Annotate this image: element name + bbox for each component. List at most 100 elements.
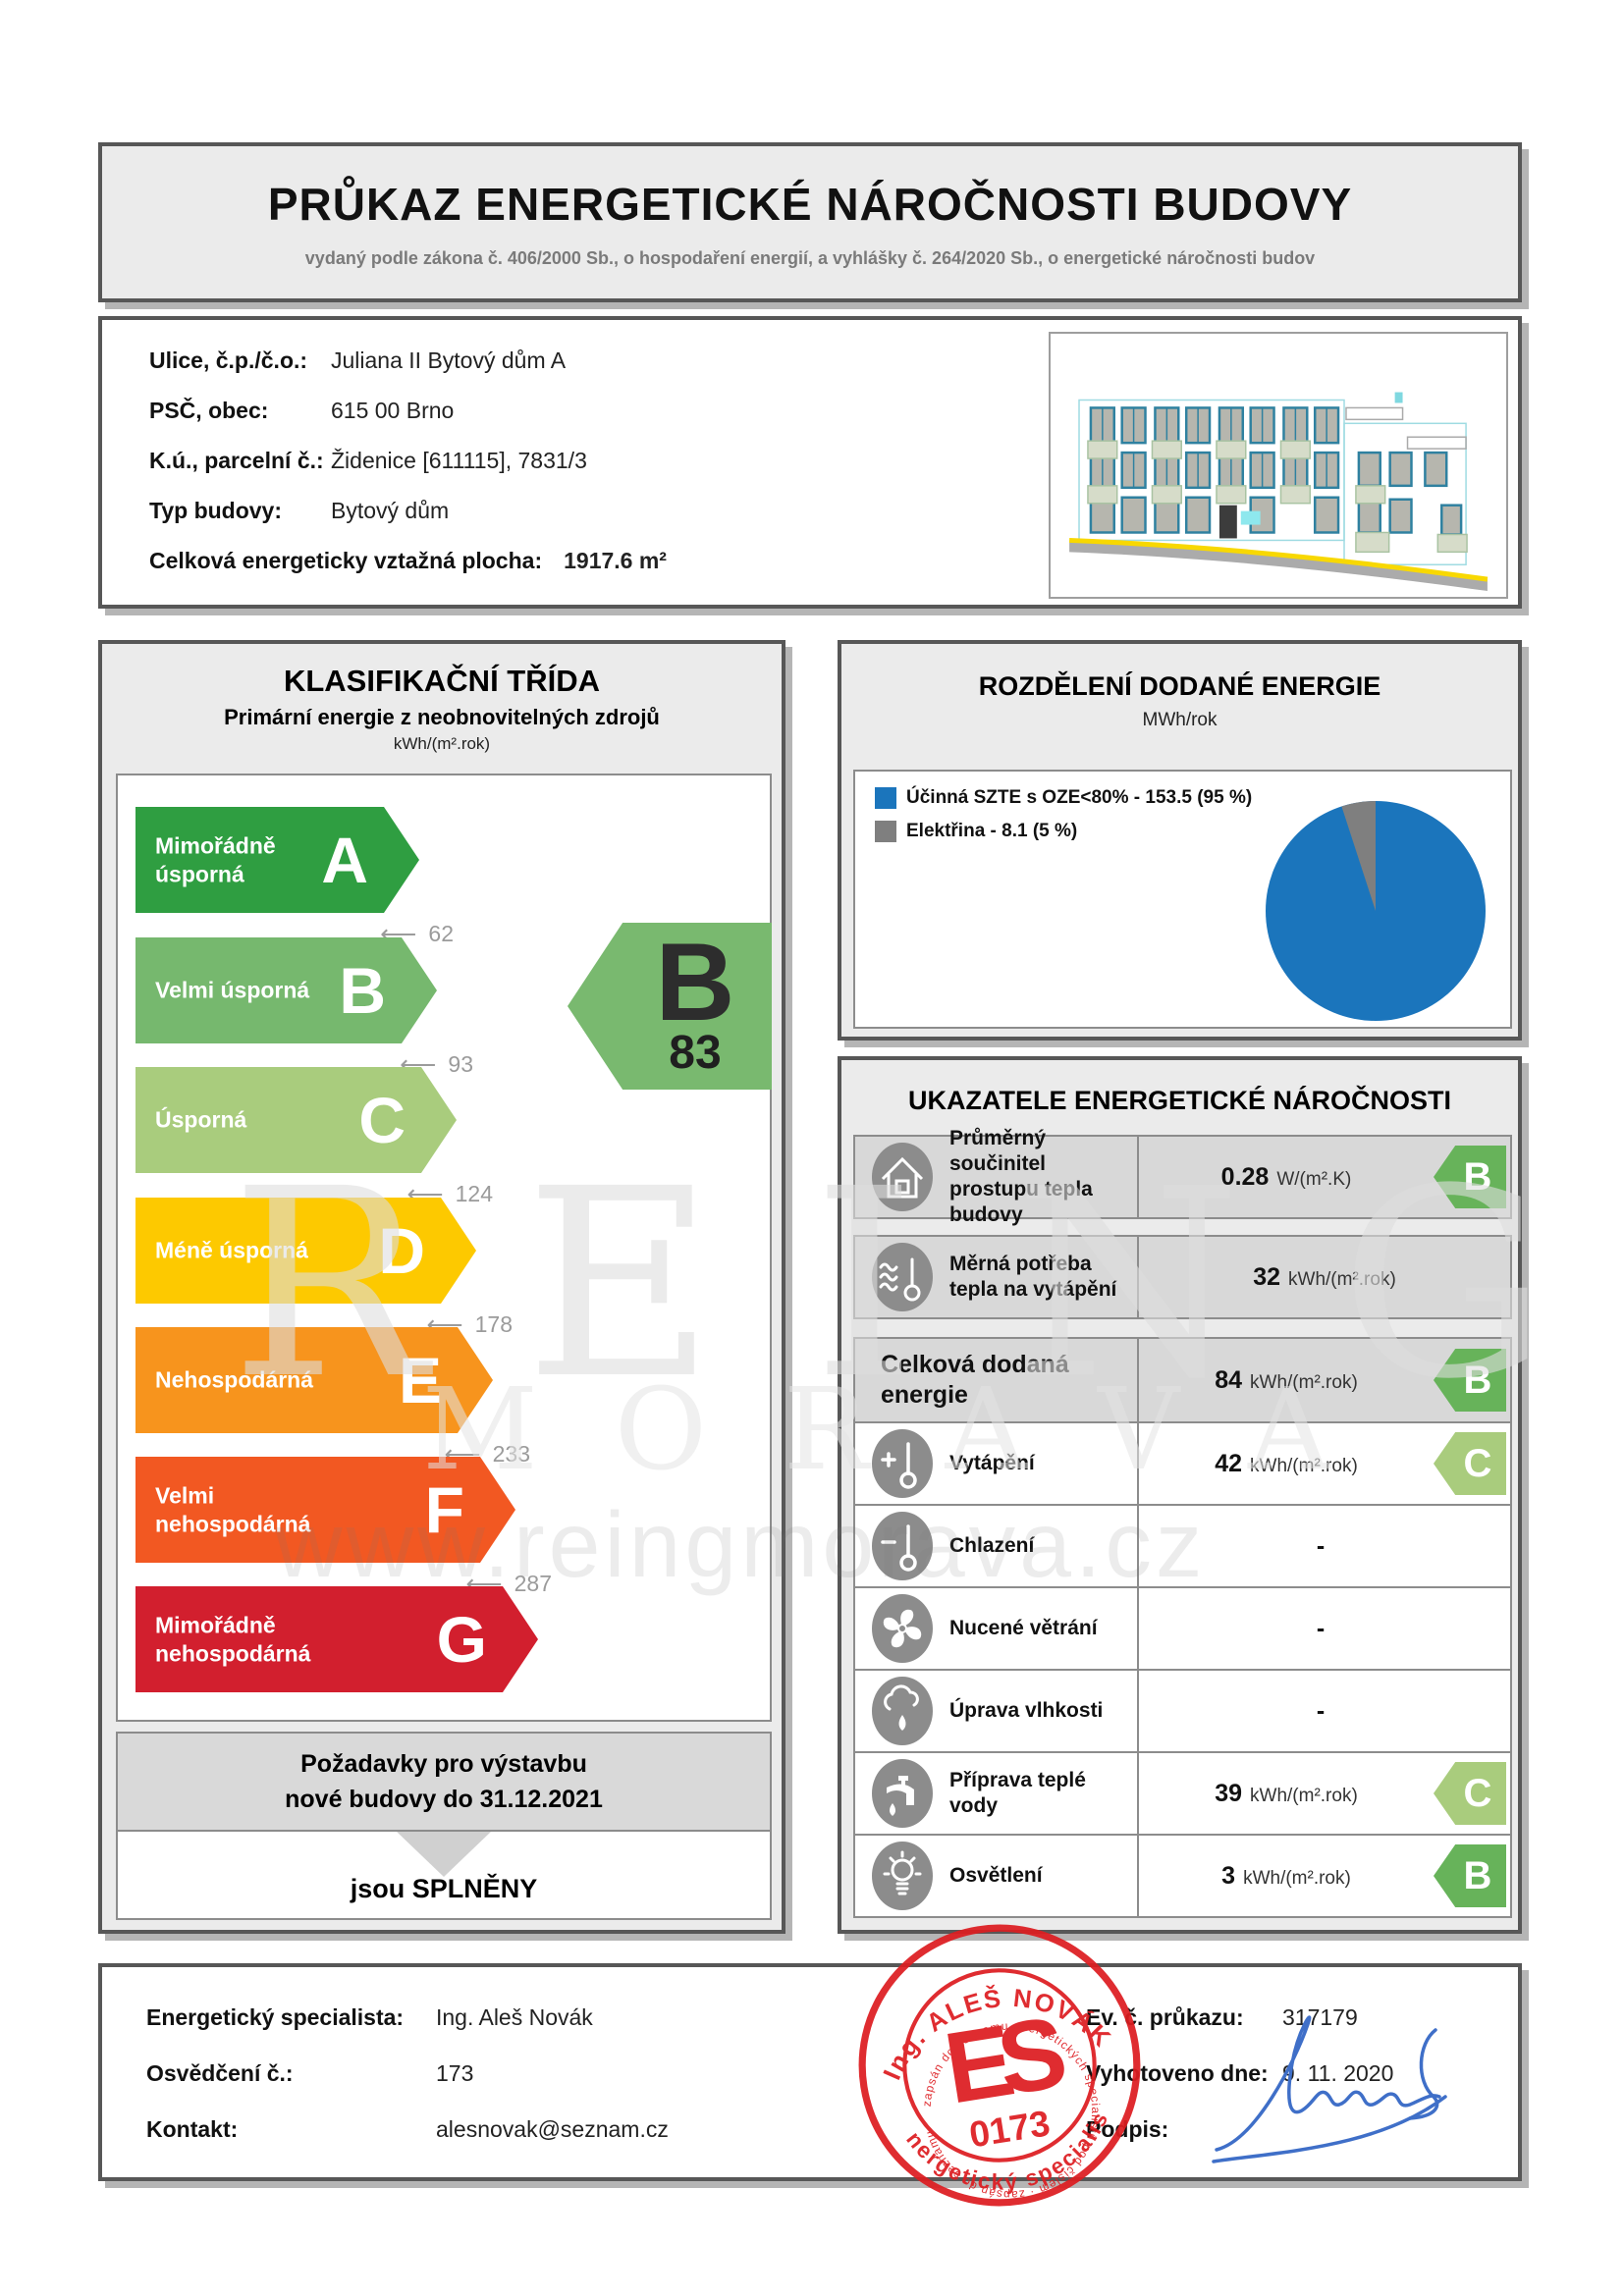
indicator-label: Průměrný součinitel prostupu tepla budov… bbox=[949, 1126, 1093, 1227]
pie-chart bbox=[1266, 801, 1486, 1021]
threshold-value: 93 bbox=[448, 1050, 473, 1077]
threshold-value: 287 bbox=[514, 1570, 552, 1596]
band-B: Velmi úsporná B bbox=[135, 937, 437, 1043]
band-E: Nehospodárná E bbox=[135, 1327, 493, 1433]
field-value: Ing. Aleš Novák bbox=[436, 2004, 593, 2030]
indicator-row-humidity: Úprava vlhkosti - bbox=[855, 1669, 1510, 1751]
building-info-panel: Ulice, č.p./č.o.: Juliana II Bytový dům … bbox=[98, 316, 1522, 609]
fan-icon bbox=[872, 1594, 933, 1663]
threshold-value: 233 bbox=[492, 1440, 530, 1467]
indicator-label: Příprava teplé vody bbox=[949, 1768, 1086, 1817]
indicator-value: 3 kWh/(m².rok) bbox=[1221, 1861, 1351, 1890]
field-value: Juliana II Bytový dům A bbox=[331, 347, 567, 373]
indicator-row-cooling: Chlazení - bbox=[855, 1504, 1510, 1586]
page-subtitle: vydaný podle zákona č. 406/2000 Sb., o h… bbox=[304, 248, 1316, 268]
signature-image bbox=[1212, 2015, 1447, 2163]
field-label: Typ budovy: bbox=[149, 498, 283, 523]
band-letter: G bbox=[436, 1603, 487, 1676]
legend-item-szte: Účinná SZTE s OZE<80% - 153.5 (95 %) bbox=[875, 787, 1252, 809]
band-label: Mimořádně nehospodárná bbox=[155, 1612, 311, 1666]
threshold-value: 124 bbox=[455, 1180, 493, 1206]
page-title: PRŮKAZ ENERGETICKÉ NÁROČNOSTI BUDOVY bbox=[267, 179, 1353, 230]
indicator-value: 42 kWh/(m².rok) bbox=[1215, 1449, 1358, 1477]
indicator-row-heat-transfer: Průměrný součinitel prostupu tepla budov… bbox=[853, 1127, 1512, 1226]
indicator-label: Celková dodaná energie bbox=[881, 1350, 1069, 1409]
class-badge: B bbox=[1434, 1349, 1506, 1412]
band-label: Úsporná bbox=[155, 1106, 247, 1133]
indicator-label: Úprava vlhkosti bbox=[949, 1698, 1104, 1722]
requirements-line2: nové budovy do 31.12.2021 bbox=[285, 1786, 603, 1813]
field-value: 173 bbox=[436, 2060, 474, 2086]
band-letter: A bbox=[321, 824, 368, 896]
info-row-street: Ulice, č.p./č.o.: Juliana II Bytový dům … bbox=[149, 347, 1033, 374]
field-label: Celková energeticky vztažná plocha: bbox=[149, 548, 543, 573]
field-value: Bytový dům bbox=[331, 498, 450, 523]
classification-panel: KLASIFIKAČNÍ TŘÍDA Primární energie z ne… bbox=[98, 640, 785, 1934]
legend-label: Elektřina - 8.1 (5 %) bbox=[906, 821, 1078, 841]
info-row-type: Typ budovy: Bytový dům bbox=[149, 498, 1033, 524]
lighting-icon bbox=[872, 1842, 933, 1910]
indicator-value: 84 kWh/(m².rok) bbox=[1215, 1365, 1358, 1394]
band-label: Méně úsporná bbox=[155, 1237, 308, 1263]
band-label: Nehospodárná bbox=[155, 1366, 314, 1393]
band-C: Úsporná C bbox=[135, 1067, 457, 1173]
threshold-value: 62 bbox=[428, 920, 454, 946]
field-label: Kontakt: bbox=[146, 2116, 239, 2142]
specialist-stamp: Ing. ALEŠ NOVÁK energetický specialista … bbox=[826, 1888, 1164, 2229]
band-D: Méně úsporná D bbox=[135, 1198, 476, 1304]
footer-panel: Energetický specialista: Ing. Aleš Novák… bbox=[98, 1963, 1522, 2181]
rating-marker-arrow: B 83 bbox=[568, 923, 772, 1090]
pie-legend: Účinná SZTE s OZE<80% - 153.5 (95 %) Ele… bbox=[875, 787, 1252, 854]
legend-swatch-gray bbox=[875, 821, 896, 842]
energy-split-unit: MWh/rok bbox=[1142, 710, 1218, 730]
band-label: Velmi nehospodárná bbox=[155, 1482, 311, 1536]
field-value: 615 00 Brno bbox=[331, 398, 455, 423]
indicator-label: Vytápění bbox=[949, 1451, 1035, 1474]
classification-unit: kWh/(m².rok) bbox=[393, 734, 491, 753]
footer-row-certificate: Osvědčení č.: 173 bbox=[146, 2060, 473, 2087]
field-label: PSČ, obec: bbox=[149, 398, 269, 423]
classification-scale: Mimořádně úsporná A ⟵ 62 Velmi úsporná B… bbox=[116, 774, 772, 1722]
band-G: Mimořádně nehospodárná G bbox=[135, 1586, 538, 1692]
field-value: 9. 11. 2020 bbox=[1282, 2060, 1394, 2086]
requirements-result-box: jsou SPLNĚNY bbox=[116, 1832, 772, 1920]
classification-subtitle: Primární energie z neobnovitelných zdroj… bbox=[224, 705, 660, 729]
energy-split-panel: ROZDĚLENÍ DODANÉ ENERGIE MWh/rok Účinná … bbox=[838, 640, 1522, 1041]
rating-letter: B bbox=[655, 921, 735, 1044]
field-label: Energetický specialista: bbox=[146, 2004, 405, 2030]
legend-swatch-blue bbox=[875, 787, 896, 809]
indicator-label: Měrná potřeba tepla na vytápění bbox=[949, 1252, 1117, 1301]
humidity-icon bbox=[872, 1677, 933, 1745]
field-value: alesnovak@seznam.cz bbox=[436, 2116, 669, 2142]
band-A: Mimořádně úsporná A bbox=[135, 807, 419, 913]
threshold-value: 178 bbox=[474, 1310, 513, 1337]
title-panel: PRŮKAZ ENERGETICKÉ NÁROČNOSTI BUDOVY vyd… bbox=[98, 142, 1522, 302]
band-label: Mimořádně úsporná bbox=[155, 832, 276, 886]
indicator-label: Nucené větrání bbox=[949, 1616, 1098, 1639]
indicator-row-ventilation: Nucené větrání - bbox=[855, 1586, 1510, 1669]
band-letter: B bbox=[339, 954, 386, 1027]
footer-row-contact: Kontakt: alesnovak@seznam.cz bbox=[146, 2116, 669, 2143]
requirements-line1: Požadavky pro výstavbu bbox=[300, 1749, 587, 1778]
field-label: Ulice, č.p./č.o.: bbox=[149, 347, 308, 373]
indicator-value: - bbox=[1316, 1696, 1326, 1725]
band-label: Velmi úsporná bbox=[155, 977, 310, 1003]
heating-demand-icon bbox=[872, 1243, 933, 1311]
indicator-label: Osvětlení bbox=[949, 1863, 1043, 1887]
indicator-row-lighting: Osvětlení 3 kWh/(m².rok) B bbox=[855, 1834, 1510, 1916]
indicator-label: Chlazení bbox=[949, 1533, 1035, 1557]
heating-icon bbox=[872, 1429, 933, 1498]
indicator-value: - bbox=[1316, 1531, 1326, 1560]
building-info-fields: Ulice, č.p./č.o.: Juliana II Bytový dům … bbox=[149, 347, 1033, 598]
class-badge: C bbox=[1434, 1762, 1506, 1825]
footer-row-ev-number: Ev. č. průkazu: 317179 bbox=[1086, 2004, 1358, 2031]
footer-row-date: Vyhotoveno dne: 9. 11. 2020 bbox=[1086, 2060, 1393, 2087]
legend-item-electricity: Elektřina - 8.1 (5 %) bbox=[875, 821, 1252, 842]
pie-chart-box: Účinná SZTE s OZE<80% - 153.5 (95 %) Ele… bbox=[853, 770, 1512, 1029]
field-label: Osvědčení č.: bbox=[146, 2060, 294, 2086]
house-icon bbox=[872, 1143, 933, 1211]
indicator-row-heating: Vytápění 42 kWh/(m².rok) C bbox=[855, 1421, 1510, 1504]
down-triangle-icon bbox=[397, 1832, 491, 1877]
info-row-parcel: K.ú., parcelní č.: Židenice [611115], 78… bbox=[149, 448, 1033, 474]
